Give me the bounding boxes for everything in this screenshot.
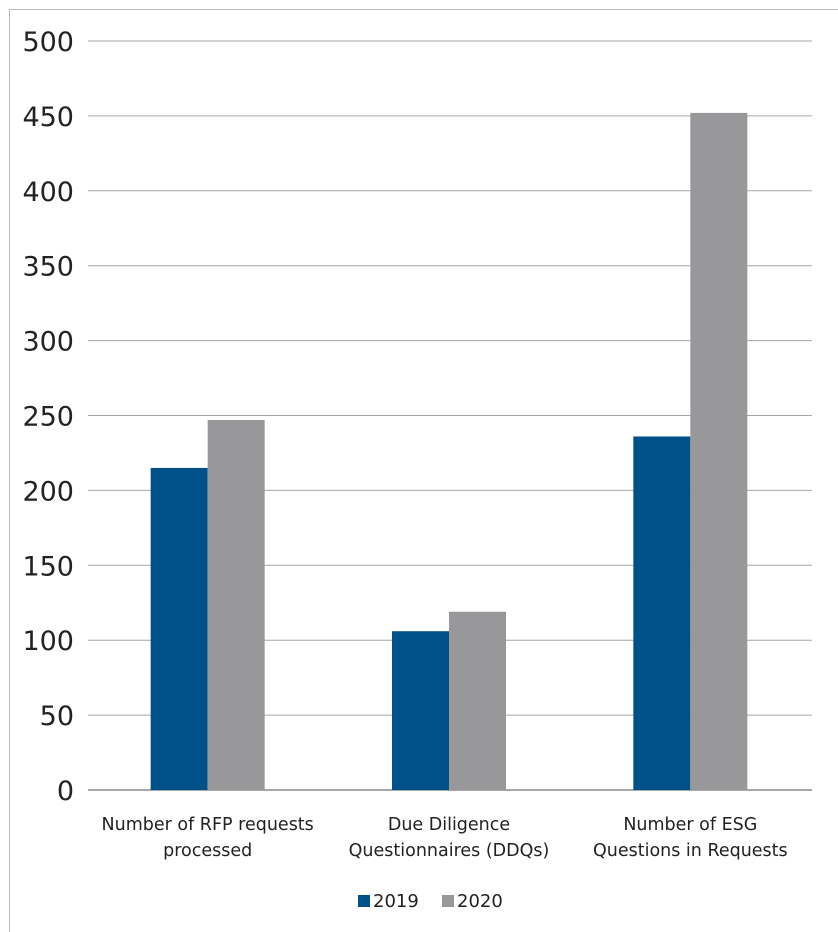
x-category-label: Questions in Requests [593, 841, 788, 861]
y-tick-label: 450 [22, 102, 74, 133]
chart-frame [9, 9, 838, 932]
x-category-label: Questionnaires (DDQs) [349, 841, 550, 861]
y-axis-tick-labels: 0 50 100 150 200 250 300 350 400 450 500 [22, 27, 74, 807]
y-tick-label: 350 [22, 252, 74, 283]
bars [150, 112, 748, 791]
x-category-label: Due Diligence [388, 815, 510, 835]
x-category-label: Number of RFP requests [102, 815, 314, 835]
bar-2019-2 [633, 436, 691, 790]
y-tick-label: 100 [22, 626, 74, 657]
x-category-label: Number of ESG [623, 815, 757, 835]
legend: 2019 2020 [358, 891, 503, 912]
y-tick-label: 0 [57, 776, 74, 807]
legend-label-2019: 2019 [373, 891, 419, 912]
legend-swatch-2019 [358, 895, 370, 907]
y-tick-label: 400 [22, 177, 74, 208]
x-category-label: processed [163, 841, 252, 861]
y-tick-label: 200 [22, 476, 74, 507]
y-tick-label: 150 [22, 551, 74, 582]
legend-swatch-2020 [442, 895, 454, 907]
x-axis-category-labels: Number of RFP requests processed Due Dilig… [102, 815, 788, 861]
y-tick-label: 50 [40, 701, 74, 732]
bar-2020-0 [207, 419, 265, 790]
legend-label-2020: 2020 [457, 891, 503, 912]
bar-2020-2 [690, 112, 748, 791]
y-tick-label: 500 [22, 27, 74, 58]
bar-2020-1 [449, 611, 506, 790]
y-tick-label: 300 [22, 327, 74, 358]
bar-2019-1 [392, 631, 449, 790]
y-tick-label: 250 [22, 402, 74, 433]
bar-2019-0 [150, 467, 208, 790]
